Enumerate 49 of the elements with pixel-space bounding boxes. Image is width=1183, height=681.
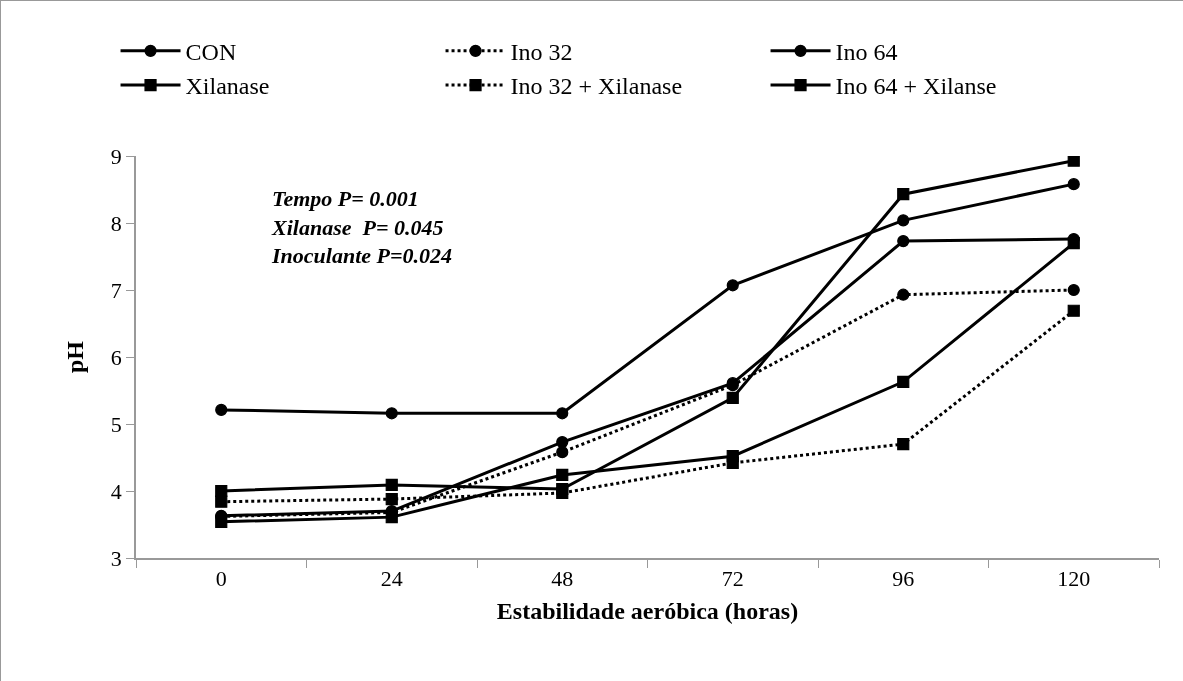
point <box>897 288 910 301</box>
point <box>215 403 228 417</box>
x-tick-label: 48 <box>551 566 574 592</box>
point <box>1067 156 1080 167</box>
point <box>215 515 228 528</box>
point <box>897 188 910 201</box>
x-tick-label: 24 <box>380 566 403 592</box>
point <box>897 234 910 248</box>
x-tick-label: 96 <box>892 566 915 592</box>
x-tick-label: 72 <box>721 566 744 592</box>
point <box>385 478 398 492</box>
point <box>1067 237 1080 250</box>
legend-label: Ino 64 + Xilanse <box>835 73 997 100</box>
legend-label: Ino 32 + Xilanase <box>510 73 683 100</box>
point <box>385 407 398 420</box>
legend-label: CON <box>185 39 237 66</box>
point <box>215 495 228 508</box>
point <box>556 468 569 482</box>
point <box>556 407 569 420</box>
point <box>556 486 569 500</box>
legend-label: Ino 32 <box>510 39 573 66</box>
point <box>726 450 739 463</box>
point <box>1067 283 1080 297</box>
point <box>726 279 739 292</box>
point <box>1067 178 1080 191</box>
point <box>897 214 910 227</box>
point <box>556 446 569 459</box>
y-tick-label: 6 <box>110 344 122 370</box>
point <box>385 511 398 524</box>
point <box>215 484 228 498</box>
legend-label: Xilanase <box>185 73 270 100</box>
point <box>897 438 910 451</box>
y-axis-title: pH <box>62 340 89 374</box>
legend-label: Ino 64 <box>835 39 898 66</box>
y-tick-label: 7 <box>110 277 122 303</box>
point <box>1067 304 1080 317</box>
point <box>897 375 910 388</box>
y-tick-label: 4 <box>110 478 122 504</box>
y-tick-label: 9 <box>110 143 122 169</box>
x-tick-label: 120 <box>1057 566 1091 592</box>
x-axis-title: Estabilidade aeróbica (horas) <box>496 597 799 624</box>
y-tick-label: 5 <box>110 411 122 437</box>
annotation: Tempo P= 0.001 Xilanase P= 0.045 Inoculante P=0.024 <box>271 186 452 269</box>
y-tick-label: 3 <box>110 545 122 571</box>
point <box>726 391 739 404</box>
point <box>556 435 569 449</box>
point <box>385 492 398 506</box>
x-tick-label: 0 <box>215 566 227 592</box>
y-tick-label: 8 <box>110 210 122 236</box>
